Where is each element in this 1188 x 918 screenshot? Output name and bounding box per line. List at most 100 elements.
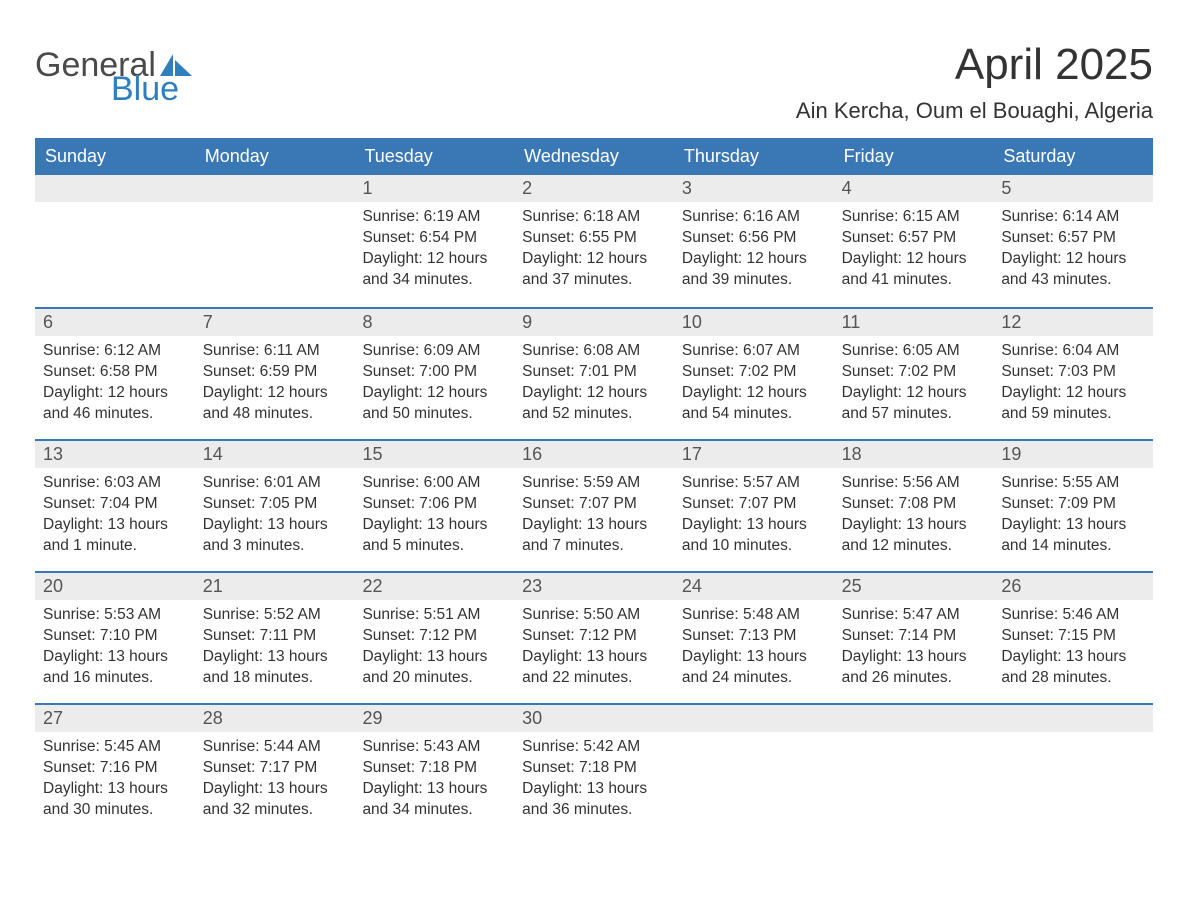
calendar-cell: 1Sunrise: 6:19 AMSunset: 6:54 PMDaylight… xyxy=(354,175,514,307)
brand-logo: General Blue xyxy=(35,40,194,106)
calendar-cell: 13Sunrise: 6:03 AMSunset: 7:04 PMDayligh… xyxy=(35,441,195,571)
cell-line-sunrise: Sunrise: 5:42 AM xyxy=(522,737,666,758)
cell-line-sunrise: Sunrise: 5:43 AM xyxy=(362,737,506,758)
day-number: 14 xyxy=(195,441,355,468)
cell-line-sunrise: Sunrise: 6:03 AM xyxy=(43,473,187,494)
cell-body: Sunrise: 5:43 AMSunset: 7:18 PMDaylight:… xyxy=(354,732,514,831)
cell-line-sunset: Sunset: 7:07 PM xyxy=(682,494,826,515)
cell-line-dl2: and 1 minute. xyxy=(43,536,187,557)
calendar-cell: 27Sunrise: 5:45 AMSunset: 7:16 PMDayligh… xyxy=(35,705,195,835)
cell-line-sunrise: Sunrise: 5:48 AM xyxy=(682,605,826,626)
calendar-cell: 17Sunrise: 5:57 AMSunset: 7:07 PMDayligh… xyxy=(674,441,834,571)
cell-line-dl2: and 16 minutes. xyxy=(43,668,187,689)
cell-line-sunrise: Sunrise: 5:55 AM xyxy=(1001,473,1145,494)
cell-line-dl1: Daylight: 13 hours xyxy=(522,647,666,668)
calendar-cell: 18Sunrise: 5:56 AMSunset: 7:08 PMDayligh… xyxy=(834,441,994,571)
calendar-cell: 7Sunrise: 6:11 AMSunset: 6:59 PMDaylight… xyxy=(195,309,355,439)
cell-body: Sunrise: 5:53 AMSunset: 7:10 PMDaylight:… xyxy=(35,600,195,699)
cell-body: Sunrise: 5:46 AMSunset: 7:15 PMDaylight:… xyxy=(993,600,1153,699)
cell-line-sunset: Sunset: 7:02 PM xyxy=(842,362,986,383)
cell-body: Sunrise: 5:42 AMSunset: 7:18 PMDaylight:… xyxy=(514,732,674,831)
cell-line-dl1: Daylight: 13 hours xyxy=(203,779,347,800)
calendar-header-cell: Thursday xyxy=(674,138,834,175)
cell-line-dl1: Daylight: 13 hours xyxy=(682,647,826,668)
cell-line-dl1: Daylight: 12 hours xyxy=(1001,249,1145,270)
calendar-cell: 20Sunrise: 5:53 AMSunset: 7:10 PMDayligh… xyxy=(35,573,195,703)
cell-body: Sunrise: 5:55 AMSunset: 7:09 PMDaylight:… xyxy=(993,468,1153,567)
calendar-cell: 26Sunrise: 5:46 AMSunset: 7:15 PMDayligh… xyxy=(993,573,1153,703)
cell-line-sunset: Sunset: 6:59 PM xyxy=(203,362,347,383)
cell-line-dl2: and 36 minutes. xyxy=(522,800,666,821)
day-number: 21 xyxy=(195,573,355,600)
day-number: 27 xyxy=(35,705,195,732)
cell-line-sunrise: Sunrise: 6:16 AM xyxy=(682,207,826,228)
day-number xyxy=(674,705,834,732)
day-number: 12 xyxy=(993,309,1153,336)
calendar-cell: 19Sunrise: 5:55 AMSunset: 7:09 PMDayligh… xyxy=(993,441,1153,571)
cell-line-dl2: and 46 minutes. xyxy=(43,404,187,425)
cell-line-dl2: and 24 minutes. xyxy=(682,668,826,689)
calendar-cell xyxy=(35,175,195,307)
calendar-cell: 29Sunrise: 5:43 AMSunset: 7:18 PMDayligh… xyxy=(354,705,514,835)
cell-line-sunset: Sunset: 6:54 PM xyxy=(362,228,506,249)
calendar-cell: 24Sunrise: 5:48 AMSunset: 7:13 PMDayligh… xyxy=(674,573,834,703)
cell-line-sunset: Sunset: 7:18 PM xyxy=(362,758,506,779)
cell-line-sunrise: Sunrise: 6:00 AM xyxy=(362,473,506,494)
cell-line-dl2: and 50 minutes. xyxy=(362,404,506,425)
calendar-header-row: SundayMondayTuesdayWednesdayThursdayFrid… xyxy=(35,138,1153,175)
cell-line-sunset: Sunset: 7:13 PM xyxy=(682,626,826,647)
cell-line-sunrise: Sunrise: 5:52 AM xyxy=(203,605,347,626)
cell-body: Sunrise: 6:05 AMSunset: 7:02 PMDaylight:… xyxy=(834,336,994,435)
cell-line-dl1: Daylight: 13 hours xyxy=(43,779,187,800)
cell-line-sunset: Sunset: 7:07 PM xyxy=(522,494,666,515)
cell-line-dl2: and 20 minutes. xyxy=(362,668,506,689)
calendar-week-row: 13Sunrise: 6:03 AMSunset: 7:04 PMDayligh… xyxy=(35,439,1153,571)
cell-line-dl1: Daylight: 12 hours xyxy=(1001,383,1145,404)
cell-body: Sunrise: 6:09 AMSunset: 7:00 PMDaylight:… xyxy=(354,336,514,435)
cell-line-dl2: and 57 minutes. xyxy=(842,404,986,425)
day-number xyxy=(195,175,355,202)
cell-body: Sunrise: 5:44 AMSunset: 7:17 PMDaylight:… xyxy=(195,732,355,831)
cell-line-dl2: and 14 minutes. xyxy=(1001,536,1145,557)
calendar-cell: 6Sunrise: 6:12 AMSunset: 6:58 PMDaylight… xyxy=(35,309,195,439)
cell-line-sunset: Sunset: 7:09 PM xyxy=(1001,494,1145,515)
calendar-cell: 23Sunrise: 5:50 AMSunset: 7:12 PMDayligh… xyxy=(514,573,674,703)
cell-line-sunset: Sunset: 6:57 PM xyxy=(842,228,986,249)
cell-body: Sunrise: 6:04 AMSunset: 7:03 PMDaylight:… xyxy=(993,336,1153,435)
cell-body: Sunrise: 6:07 AMSunset: 7:02 PMDaylight:… xyxy=(674,336,834,435)
cell-line-dl1: Daylight: 13 hours xyxy=(362,779,506,800)
cell-line-dl2: and 43 minutes. xyxy=(1001,270,1145,291)
calendar-cell: 12Sunrise: 6:04 AMSunset: 7:03 PMDayligh… xyxy=(993,309,1153,439)
calendar-cell: 15Sunrise: 6:00 AMSunset: 7:06 PMDayligh… xyxy=(354,441,514,571)
cell-line-sunrise: Sunrise: 6:12 AM xyxy=(43,341,187,362)
cell-line-dl1: Daylight: 13 hours xyxy=(842,647,986,668)
cell-body xyxy=(674,732,834,747)
cell-body: Sunrise: 5:56 AMSunset: 7:08 PMDaylight:… xyxy=(834,468,994,567)
cell-line-dl1: Daylight: 12 hours xyxy=(842,383,986,404)
cell-line-dl1: Daylight: 13 hours xyxy=(43,647,187,668)
cell-line-dl2: and 52 minutes. xyxy=(522,404,666,425)
day-number: 30 xyxy=(514,705,674,732)
day-number: 18 xyxy=(834,441,994,468)
cell-body: Sunrise: 5:51 AMSunset: 7:12 PMDaylight:… xyxy=(354,600,514,699)
cell-line-sunset: Sunset: 7:05 PM xyxy=(203,494,347,515)
calendar-header-cell: Sunday xyxy=(35,138,195,175)
cell-line-sunset: Sunset: 6:56 PM xyxy=(682,228,826,249)
month-title: April 2025 xyxy=(796,40,1153,90)
cell-line-dl1: Daylight: 12 hours xyxy=(522,249,666,270)
cell-line-sunrise: Sunrise: 5:44 AM xyxy=(203,737,347,758)
cell-body xyxy=(195,202,355,217)
calendar-header-cell: Friday xyxy=(834,138,994,175)
calendar-cell: 4Sunrise: 6:15 AMSunset: 6:57 PMDaylight… xyxy=(834,175,994,307)
day-number: 26 xyxy=(993,573,1153,600)
cell-body: Sunrise: 5:48 AMSunset: 7:13 PMDaylight:… xyxy=(674,600,834,699)
cell-line-sunset: Sunset: 7:10 PM xyxy=(43,626,187,647)
day-number xyxy=(35,175,195,202)
title-block: April 2025 Ain Kercha, Oum el Bouaghi, A… xyxy=(796,40,1153,124)
cell-body: Sunrise: 6:12 AMSunset: 6:58 PMDaylight:… xyxy=(35,336,195,435)
calendar-cell: 16Sunrise: 5:59 AMSunset: 7:07 PMDayligh… xyxy=(514,441,674,571)
cell-line-sunset: Sunset: 7:12 PM xyxy=(522,626,666,647)
cell-line-sunset: Sunset: 7:06 PM xyxy=(362,494,506,515)
day-number: 3 xyxy=(674,175,834,202)
day-number: 29 xyxy=(354,705,514,732)
